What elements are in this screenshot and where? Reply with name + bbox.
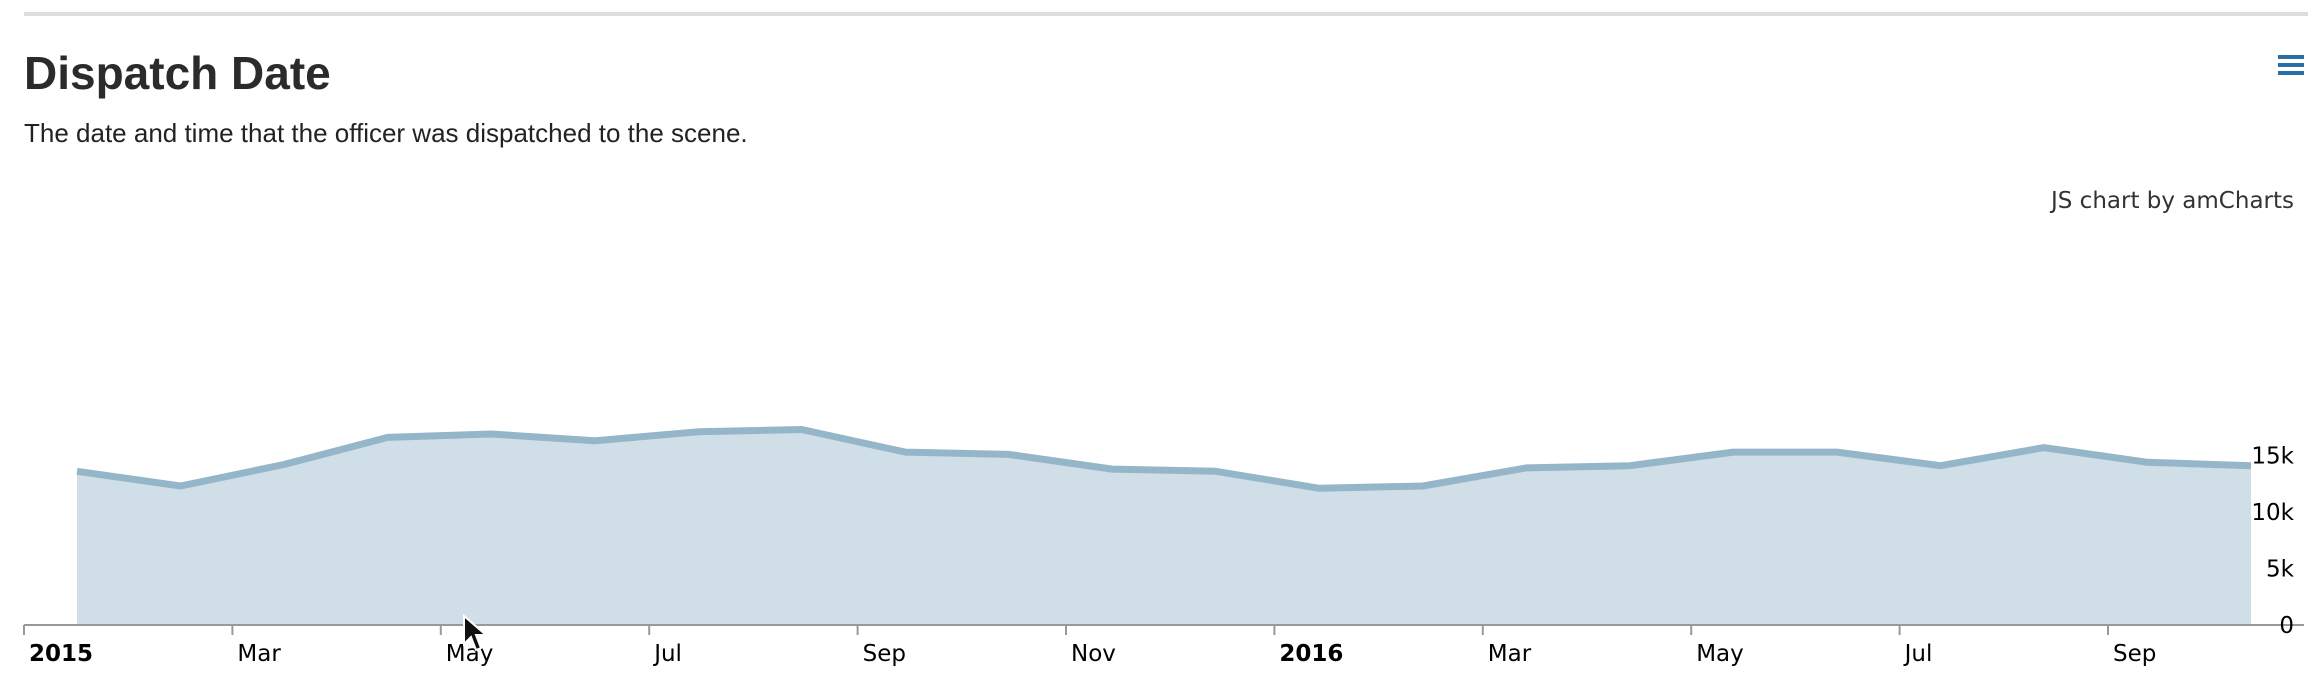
x-axis: 2015 Mar May Jul Sep Nov 2016 Mar May Jul Sep	[23, 624, 2304, 667]
y-tick-label: 5k	[2266, 557, 2295, 583]
top-divider	[24, 12, 2308, 16]
hamburger-menu-icon[interactable]	[2274, 48, 2308, 82]
x-tick-label: May	[446, 641, 494, 667]
data-point[interactable]	[278, 459, 290, 471]
x-tick-label: Jul	[652, 641, 682, 667]
menu-bar	[2278, 63, 2304, 67]
y-tick-label: 15k	[2251, 444, 2294, 470]
y-tick-label: 0	[2279, 613, 2294, 639]
x-tick-label: Sep	[2113, 641, 2156, 667]
data-point[interactable]	[1831, 446, 1843, 458]
area-fill	[77, 429, 2251, 625]
series-line	[76, 426, 2252, 492]
data-point[interactable]	[1003, 448, 1015, 460]
y-axis: 0 5k 10k 15k	[2251, 444, 2294, 640]
x-tick-label: Mar	[1488, 641, 1532, 667]
x-tick-label: Mar	[237, 641, 281, 667]
y-tick-label: 10k	[2251, 500, 2294, 526]
data-point[interactable]	[382, 431, 394, 443]
data-point[interactable]	[71, 465, 83, 477]
chart-subtitle: The date and time that the officer was d…	[24, 118, 748, 148]
menu-bar	[2278, 71, 2304, 75]
area-layer	[71, 424, 2252, 625]
data-point[interactable]	[1934, 460, 1946, 472]
menu-bar	[2278, 55, 2304, 59]
x-tick-label: Jul	[1903, 641, 1933, 667]
data-point[interactable]	[1313, 482, 1325, 494]
data-point[interactable]	[1417, 480, 1429, 492]
data-point[interactable]	[796, 424, 808, 436]
x-tick-label: Nov	[1071, 641, 1116, 667]
data-point[interactable]	[692, 426, 704, 438]
data-point[interactable]	[2038, 442, 2050, 454]
data-point[interactable]	[1727, 446, 1739, 458]
amcharts-credit-link[interactable]: JS chart by amCharts	[2050, 188, 2294, 214]
x-tick-label: Sep	[863, 641, 906, 667]
data-point[interactable]	[1210, 465, 1222, 477]
data-point[interactable]	[485, 428, 497, 440]
data-point[interactable]	[175, 480, 187, 492]
data-point[interactable]	[1520, 462, 1532, 474]
chart-title: Dispatch Date	[24, 47, 331, 99]
data-point[interactable]	[899, 446, 911, 458]
x-tick-label: 2015	[29, 641, 93, 667]
data-point[interactable]	[589, 435, 601, 447]
x-tick-label: May	[1696, 641, 1744, 667]
mouse-cursor-icon	[463, 614, 488, 652]
data-point[interactable]	[1106, 463, 1118, 475]
x-tick-label: 2016	[1279, 641, 1343, 667]
data-point[interactable]	[2142, 456, 2154, 468]
data-point[interactable]	[1624, 460, 1636, 472]
